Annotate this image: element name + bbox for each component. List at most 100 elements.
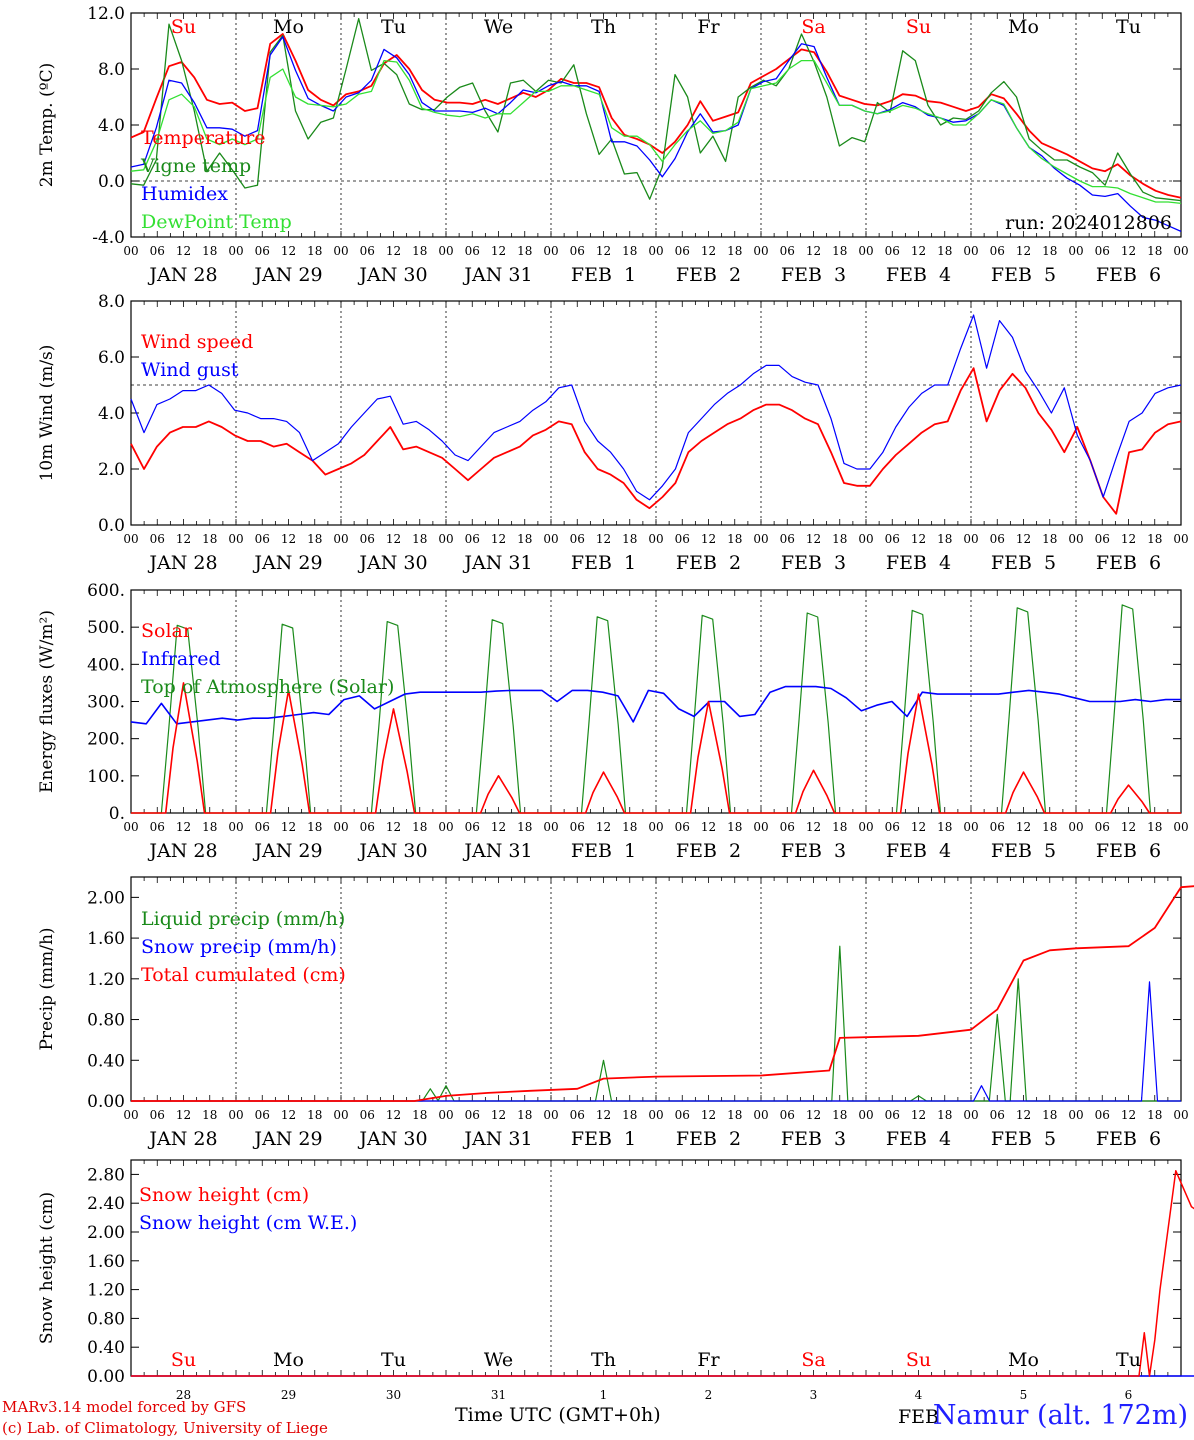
hour-tick-label: 18 <box>517 820 532 834</box>
y-tick-label: 1.20 <box>87 1281 125 1301</box>
hour-tick-label: 06 <box>1095 244 1110 258</box>
hour-tick-label: 06 <box>885 244 900 258</box>
hour-tick-label: 00 <box>1068 244 1083 258</box>
date-label: FEB 6 <box>1096 840 1161 862</box>
hour-tick-label: 00 <box>1173 532 1188 546</box>
hour-tick-label: 00 <box>1173 244 1188 258</box>
legend-snow-height-cm-w-e-: Snow height (cm W.E.) <box>139 1212 357 1234</box>
hour-tick-label: 18 <box>832 532 847 546</box>
hour-tick-label: 18 <box>1147 820 1162 834</box>
hour-tick-label: 18 <box>202 1108 217 1122</box>
hour-tick-label: 00 <box>753 244 768 258</box>
legend-total-cumulated-cm-: Total cumulated (cm) <box>141 964 346 986</box>
hour-tick-label: 18 <box>412 1108 427 1122</box>
weekday-label: Mo <box>273 1349 304 1371</box>
hour-tick-label: 12 <box>1121 820 1136 834</box>
hour-tick-label: 06 <box>570 1108 585 1122</box>
y-tick-label: 400. <box>87 655 125 675</box>
date-label: JAN 30 <box>357 840 427 862</box>
series-solar <box>131 682 1181 814</box>
hour-tick-label: 06 <box>150 532 165 546</box>
hour-tick-label: 06 <box>990 244 1005 258</box>
hour-tick-label: 00 <box>333 1108 348 1122</box>
legend-infrared: Infrared <box>141 648 221 670</box>
legend-top-of-atmosphere-solar-: Top of Atmosphere (Solar) <box>141 676 394 698</box>
hour-tick-label: 00 <box>438 532 453 546</box>
hour-tick-label: 12 <box>1121 1108 1136 1122</box>
date-label: FEB 6 <box>1096 1128 1161 1150</box>
weekday-label: Th <box>591 16 616 38</box>
hour-tick-label: 12 <box>1016 1108 1031 1122</box>
hour-tick-label: 18 <box>832 244 847 258</box>
hour-tick-label: 06 <box>780 532 795 546</box>
y-tick-label: 200. <box>87 730 125 750</box>
hour-tick-label: 06 <box>150 1108 165 1122</box>
day-number-label: 30 <box>386 1388 401 1402</box>
y-axis-label: Snow height (cm) <box>37 1192 57 1344</box>
legend-liquid-precip-mm-h-: Liquid precip (mm/h) <box>141 908 345 930</box>
date-label: JAN 30 <box>357 1128 427 1150</box>
hour-tick-label: 18 <box>412 244 427 258</box>
weekday-label: Tu <box>381 16 406 38</box>
date-label: FEB 1 <box>571 1128 636 1150</box>
hour-tick-label: 18 <box>307 244 322 258</box>
hour-tick-label: 00 <box>228 1108 243 1122</box>
series-wind-gust <box>130 314 1182 501</box>
date-label: FEB 2 <box>676 264 741 286</box>
hour-tick-label: 18 <box>412 820 427 834</box>
hour-tick-label: 06 <box>780 1108 795 1122</box>
y-tick-label: 0.40 <box>87 1338 125 1358</box>
hour-tick-label: 12 <box>701 1108 716 1122</box>
y-tick-label: 0.00 <box>87 1092 125 1112</box>
hour-tick-label: 06 <box>1095 820 1110 834</box>
hour-tick-label: 00 <box>753 820 768 834</box>
hour-tick-label: 00 <box>333 244 348 258</box>
y-tick-label: 100. <box>87 767 125 787</box>
hour-tick-label: 18 <box>622 1108 637 1122</box>
hour-tick-label: 12 <box>911 1108 926 1122</box>
hour-tick-label: 18 <box>202 244 217 258</box>
date-label: JAN 29 <box>252 264 322 286</box>
hour-tick-label: 00 <box>648 244 663 258</box>
series-vigne-temp <box>130 17 1182 202</box>
hour-tick-label: 06 <box>150 820 165 834</box>
date-label: FEB 5 <box>991 264 1056 286</box>
y-tick-label: 1.60 <box>87 929 125 949</box>
date-label: JAN 28 <box>147 840 217 862</box>
date-label: FEB 3 <box>781 552 846 574</box>
hour-tick-label: 18 <box>307 820 322 834</box>
hour-tick-label: 18 <box>832 1108 847 1122</box>
y-tick-label: 8.0 <box>98 292 125 312</box>
hour-tick-label: 00 <box>648 532 663 546</box>
hour-tick-label: 18 <box>937 532 952 546</box>
hour-tick-label: 18 <box>727 820 742 834</box>
month-label: FEB <box>898 1406 939 1428</box>
hour-tick-label: 18 <box>1147 532 1162 546</box>
hour-tick-label: 12 <box>386 820 401 834</box>
hour-tick-label: 12 <box>491 1108 506 1122</box>
hour-tick-label: 06 <box>675 532 690 546</box>
date-label: FEB 1 <box>571 840 636 862</box>
hour-tick-label: 00 <box>963 1108 978 1122</box>
hour-tick-label: 12 <box>911 244 926 258</box>
hour-tick-label: 06 <box>885 532 900 546</box>
hour-tick-label: 18 <box>1042 532 1057 546</box>
hour-tick-label: 12 <box>176 1108 191 1122</box>
y-axis-label: 10m Wind (m/s) <box>37 345 57 482</box>
hour-tick-label: 18 <box>622 244 637 258</box>
hour-tick-label: 18 <box>517 244 532 258</box>
hour-tick-label: 12 <box>176 244 191 258</box>
y-tick-label: 2.80 <box>87 1165 125 1185</box>
hour-tick-label: 06 <box>255 244 270 258</box>
hour-tick-label: 12 <box>281 1108 296 1122</box>
hour-tick-label: 06 <box>465 244 480 258</box>
date-label: FEB 4 <box>886 264 951 286</box>
hour-tick-label: 12 <box>281 820 296 834</box>
hour-tick-label: 18 <box>727 532 742 546</box>
hour-tick-label: 00 <box>543 1108 558 1122</box>
hour-tick-label: 12 <box>1121 532 1136 546</box>
y-tick-label: 6.0 <box>98 348 125 368</box>
hour-tick-label: 18 <box>517 532 532 546</box>
day-number-label: 3 <box>810 1388 818 1402</box>
weekday-label: Tu <box>1116 1349 1141 1371</box>
